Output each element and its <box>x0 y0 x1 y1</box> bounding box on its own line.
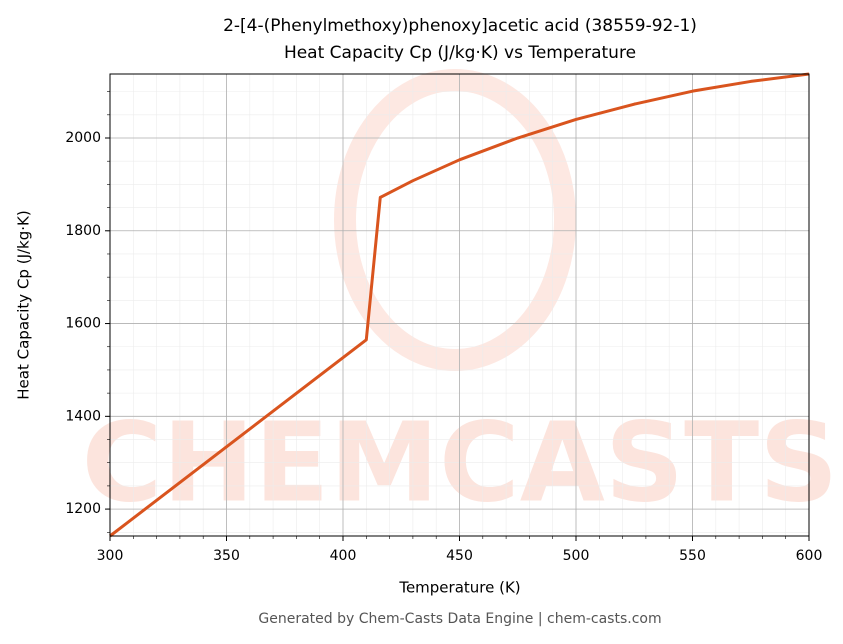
y-tick-label: 1400 <box>65 408 101 424</box>
y-tick-label: 1800 <box>65 223 101 239</box>
y-axis-label: Heat Capacity Cp (J/kg·K) <box>15 210 33 399</box>
y-tick-label: 1600 <box>65 316 101 332</box>
x-axis-label: Temperature (K) <box>398 579 520 597</box>
footer: Generated by Chem-Casts Data Engine | ch… <box>258 611 661 627</box>
x-tick-label: 450 <box>446 548 473 564</box>
y-tick-label: 2000 <box>65 130 101 146</box>
data-line <box>109 72 810 538</box>
x-tick-label: 550 <box>679 548 706 564</box>
chart-subtitle: Heat Capacity Cp (J/kg·K) vs Temperature <box>284 43 636 63</box>
x-tick-label: 600 <box>796 548 823 564</box>
x-tick-label: 300 <box>97 548 124 564</box>
plot-frame <box>109 73 810 537</box>
x-tick-label: 400 <box>330 548 357 564</box>
x-tick-label: 500 <box>563 548 590 564</box>
y-tick-label: 1200 <box>65 501 101 517</box>
watermark: CHEMCASTS <box>82 398 839 526</box>
x-tick-label: 350 <box>213 548 240 564</box>
chart-title: 2-[4-(Phenylmethoxy)phenoxy]acetic acid … <box>223 16 697 36</box>
watermark-logo <box>334 69 576 371</box>
